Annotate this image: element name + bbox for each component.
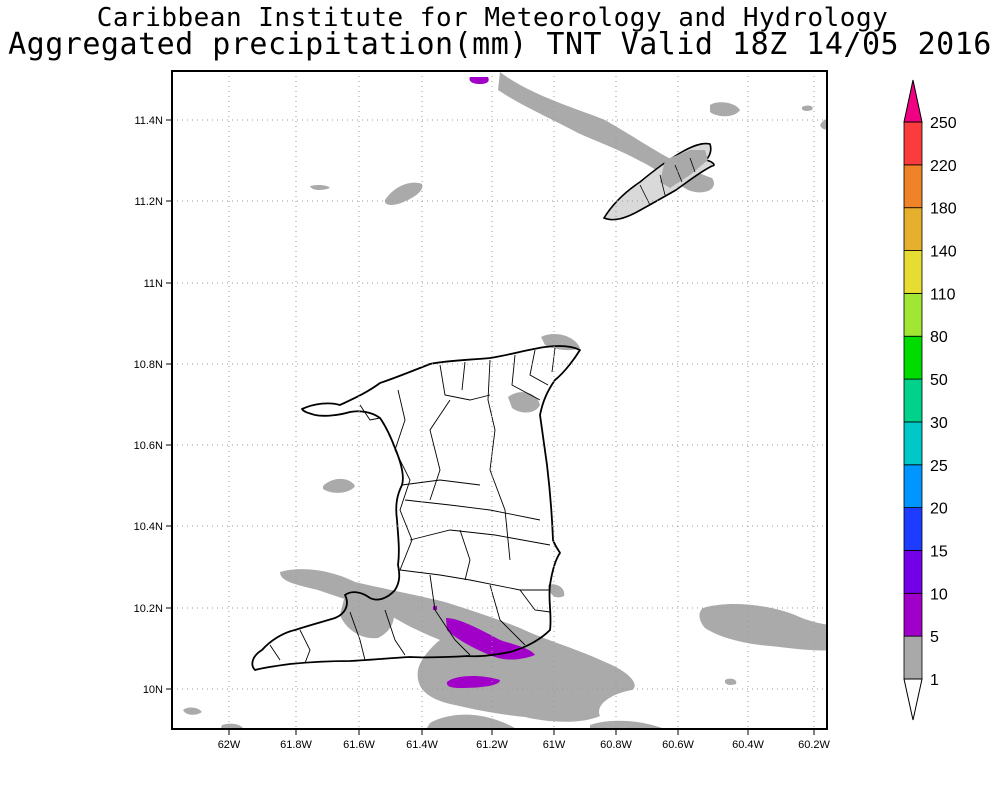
colorbar-label: 50	[930, 372, 948, 389]
colorbar-label: 25	[930, 458, 948, 475]
lon-tick-label: 60.2W	[798, 739, 830, 751]
colorbar-segment	[903, 507, 923, 551]
colorbar-label: 30	[930, 415, 948, 432]
lat-tick-label: 11.2N	[134, 196, 163, 208]
colorbar-label: 1	[930, 672, 939, 689]
graticule-grid	[172, 71, 827, 729]
colorbar-segment	[903, 464, 923, 509]
colorbar-segment	[903, 207, 923, 251]
lon-tick-label: 60.4W	[732, 739, 764, 751]
colorbar-label: 110	[930, 286, 956, 303]
lon-tick-label: 61.8W	[280, 739, 312, 751]
colorbar-label: 10	[930, 586, 948, 603]
precip-shading-1-5	[183, 72, 827, 729]
colorbar-label: 250	[930, 115, 957, 132]
tobago-island	[602, 142, 715, 221]
lon-tick-label: 62W	[218, 739, 241, 751]
colorbar-segment	[903, 292, 923, 337]
longitude-labels: 62W 61.8W 61.6W 61.4W 61.2W 61W 60.8W 60…	[218, 739, 831, 751]
colorbar-label: 15	[930, 543, 948, 560]
lat-tick-label: 10N	[143, 684, 163, 696]
axis-ticks	[166, 119, 815, 735]
trinidad-boundaries	[269, 347, 556, 664]
colorbar-segment	[903, 592, 923, 637]
colorbar-label: 180	[930, 201, 957, 218]
lon-tick-label: 60.6W	[662, 739, 694, 751]
lat-tick-label: 10.2N	[134, 603, 163, 615]
plot-frame	[171, 70, 828, 730]
colorbar-label: 5	[930, 629, 939, 646]
trinidad-coastline	[251, 345, 581, 671]
colorbar-segment	[903, 635, 923, 680]
map-subtitle: Aggregated precipitation(mm) TNT Valid 1…	[8, 27, 992, 62]
lat-tick-label: 11.4N	[134, 115, 163, 127]
colorbar-max-arrow	[903, 79, 923, 123]
colorbar-segment	[903, 121, 923, 166]
colorbar-min-arrow	[903, 678, 923, 721]
colorbar-label: 220	[930, 158, 957, 175]
colorbar-segment	[903, 164, 923, 209]
colorbar-label: 20	[930, 501, 948, 518]
lat-tick-label: 10.4N	[134, 521, 163, 533]
colorbar-segment	[903, 378, 923, 423]
colorbar-segment	[903, 335, 923, 380]
colorbar-label: 140	[930, 244, 957, 261]
institute-title: Caribbean Institute for Meteorology and …	[96, 3, 889, 33]
lat-tick-label: 11N	[144, 278, 163, 290]
colorbar-label: 80	[930, 329, 948, 346]
lon-tick-label: 61W	[543, 739, 566, 751]
colorbar-segment	[903, 250, 923, 294]
lat-tick-label: 10.6N	[134, 440, 163, 452]
colorbar-segment	[903, 421, 923, 466]
lon-tick-label: 61.6W	[343, 739, 375, 751]
latitude-labels: 11.4N 11.2N 11N 10.8N 10.6N 10.4N 10.2N …	[134, 115, 163, 696]
colorbar-segments	[903, 121, 923, 680]
lat-tick-label: 10.8N	[134, 359, 163, 371]
lon-tick-label: 61.2W	[476, 739, 508, 751]
colorbar-segment	[903, 550, 923, 594]
precip-shading-5-10	[433, 77, 535, 688]
lon-tick-label: 61.4W	[406, 739, 438, 751]
lon-tick-label: 60.8W	[600, 739, 632, 751]
